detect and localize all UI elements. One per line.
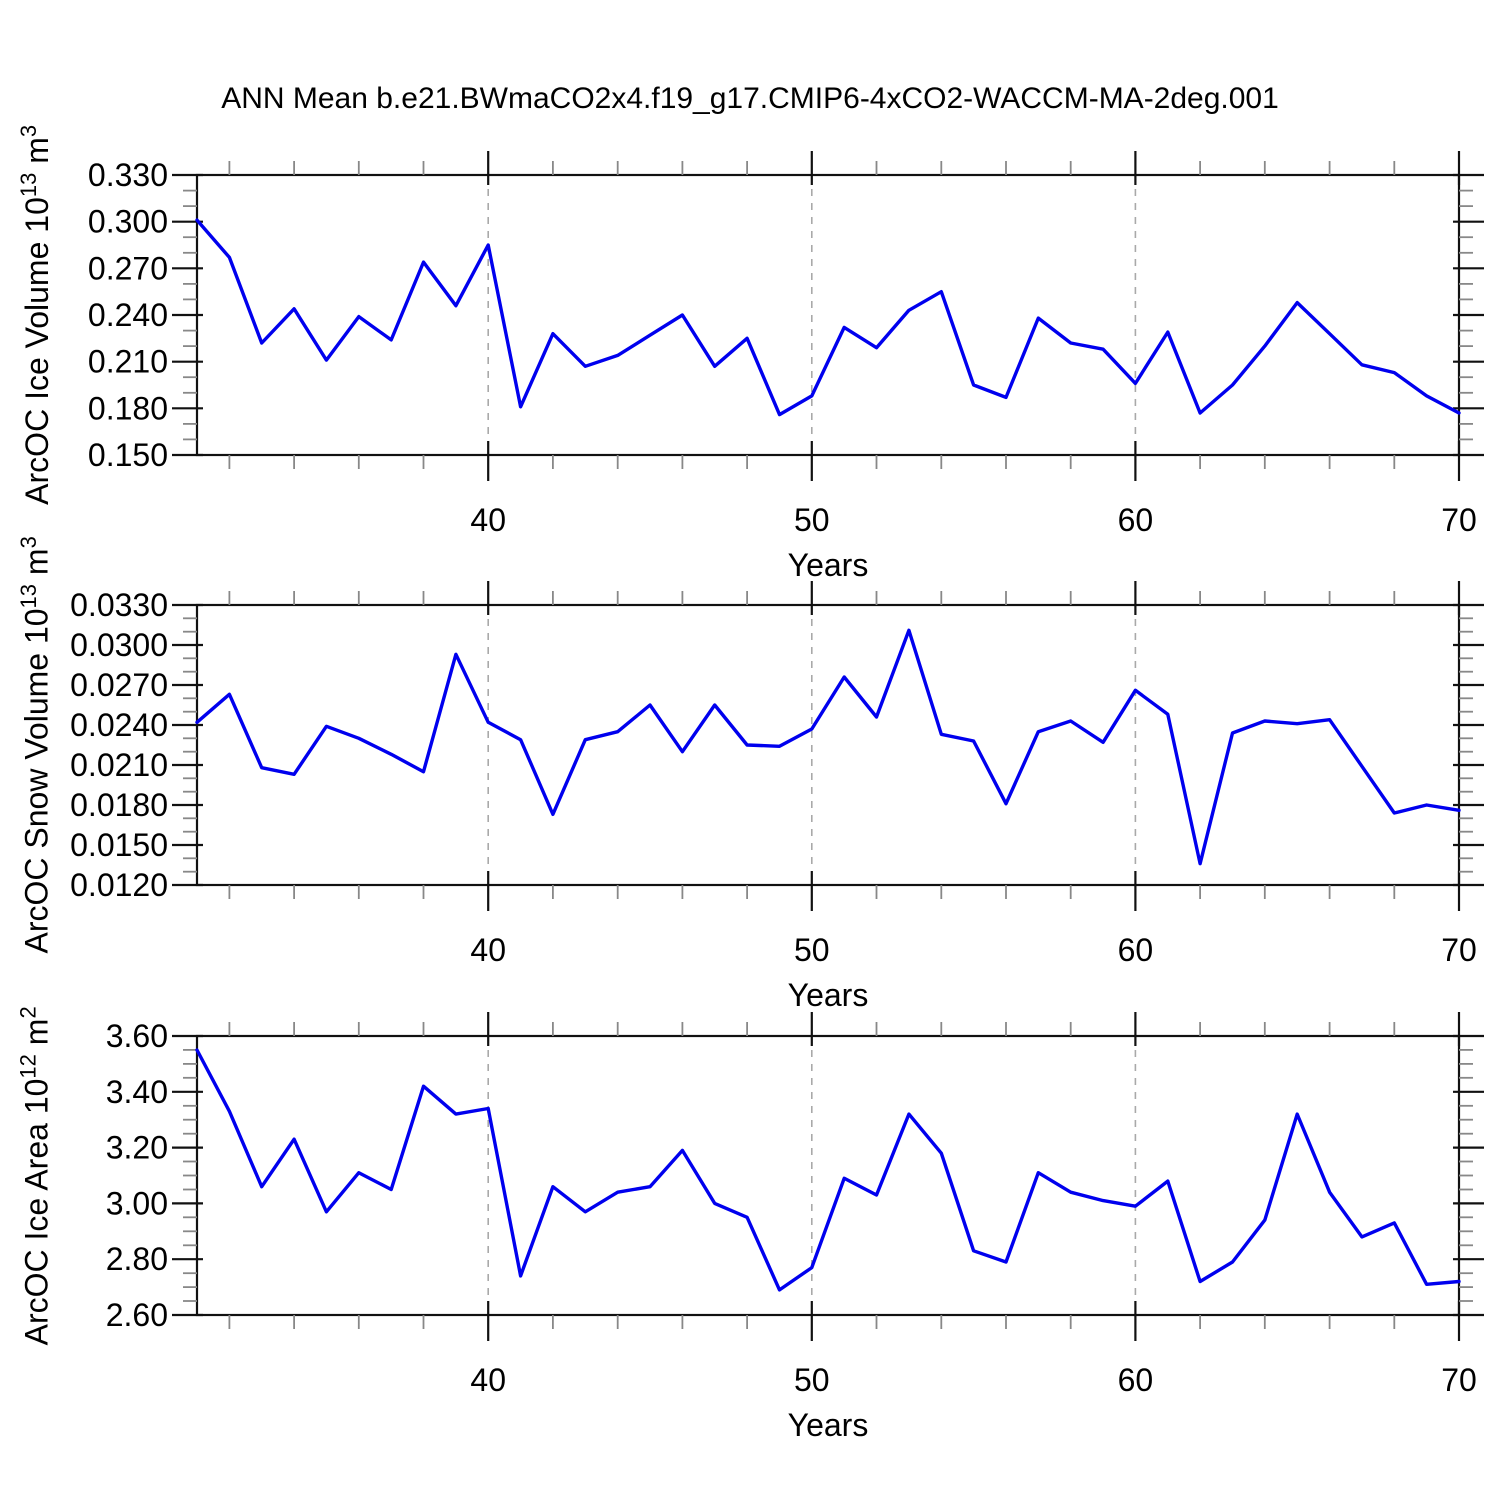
y-axis-label-wrap-ice-area: ArcOC Ice Area 1012 m2 xyxy=(4,1006,68,1345)
arcoc-ice-volume-line xyxy=(195,218,1461,417)
y-axis-exponent: 12 xyxy=(16,1053,42,1079)
y-tick-label: 0.180 xyxy=(88,390,168,426)
y-tick-label: 0.0120 xyxy=(70,867,168,903)
x-tick-label: 60 xyxy=(1118,1362,1154,1398)
y-tick-label: 3.00 xyxy=(106,1185,168,1221)
x-tick-label: 40 xyxy=(470,1362,506,1398)
plot-frame xyxy=(195,603,1461,887)
y-tick-label: 0.0300 xyxy=(70,627,168,663)
y-axis-label-wrap-snow-volume: ArcOC Snow Volume 1013 m3 xyxy=(4,536,68,953)
x-tick-label: 40 xyxy=(470,502,506,538)
y-axis-unit: m xyxy=(18,548,55,585)
arcoc-snow-volume-line xyxy=(195,628,1461,866)
x-tick-label: 50 xyxy=(794,1362,830,1398)
y-axis-label-text: ArcOC Snow Volume 10 xyxy=(18,608,55,954)
y-axis-unit: m xyxy=(18,137,55,173)
y-tick-label: 0.210 xyxy=(88,344,168,380)
x-tick-label: 70 xyxy=(1441,1362,1477,1398)
x-tick-label: 60 xyxy=(1118,932,1154,968)
y-tick-label: 0.150 xyxy=(88,437,168,473)
y-tick-label: 3.60 xyxy=(106,1018,168,1054)
chart-title: ANN Mean b.e21.BWmaCO2x4.f19_g17.CMIP6-4… xyxy=(221,82,1279,115)
y-axis-unit-exponent: 3 xyxy=(16,536,42,549)
x-axis-label: Years xyxy=(788,547,869,583)
x-tick-label: 40 xyxy=(470,932,506,968)
y-tick-label: 0.240 xyxy=(88,297,168,333)
y-axis-unit: m xyxy=(18,1018,55,1054)
y-tick-label: 0.330 xyxy=(88,157,168,193)
x-tick-label: 70 xyxy=(1441,932,1477,968)
y-axis-label-wrap-ice-volume: ArcOC Ice Volume 1013 m3 xyxy=(4,125,68,505)
y-tick-label: 0.300 xyxy=(88,204,168,240)
y-tick-label: 2.80 xyxy=(106,1241,168,1277)
y-tick-label: 0.0330 xyxy=(70,587,168,623)
y-axis-label-text: ArcOC Ice Volume 10 xyxy=(18,197,55,505)
x-axis-label: Years xyxy=(788,977,869,1013)
y-axis-label-text: ArcOC Ice Area 10 xyxy=(18,1078,55,1346)
y-tick-label: 0.0270 xyxy=(70,667,168,703)
y-axis-unit-exponent: 2 xyxy=(16,1005,42,1019)
x-tick-label: 70 xyxy=(1441,502,1477,538)
x-axis-label: Years xyxy=(788,1407,869,1443)
y-axis-label-snow-volume: ArcOC Snow Volume 1013 m3 xyxy=(16,536,56,953)
y-axis-exponent: 13 xyxy=(16,584,42,609)
y-tick-label: 0.0150 xyxy=(70,827,168,863)
y-axis-exponent: 13 xyxy=(16,172,42,198)
y-tick-label: 0.0210 xyxy=(70,747,168,783)
plot-frame xyxy=(195,1034,1461,1317)
y-axis-label-ice-area: ArcOC Ice Area 1012 m2 xyxy=(16,1006,56,1345)
y-tick-label: 0.0240 xyxy=(70,707,168,743)
y-tick-label: 0.270 xyxy=(88,250,168,286)
y-tick-label: 2.60 xyxy=(106,1297,168,1333)
y-tick-label: 3.40 xyxy=(106,1074,168,1110)
plot-frame xyxy=(195,173,1461,457)
x-tick-label: 60 xyxy=(1118,502,1154,538)
y-tick-label: 0.0180 xyxy=(70,787,168,823)
y-axis-unit-exponent: 3 xyxy=(16,125,42,138)
x-tick-label: 50 xyxy=(794,502,830,538)
arcoc-ice-area-line xyxy=(195,1048,1461,1292)
y-tick-label: 3.20 xyxy=(106,1130,168,1166)
y-axis-label-ice-volume: ArcOC Ice Volume 1013 m3 xyxy=(16,125,56,505)
x-tick-label: 50 xyxy=(794,932,830,968)
